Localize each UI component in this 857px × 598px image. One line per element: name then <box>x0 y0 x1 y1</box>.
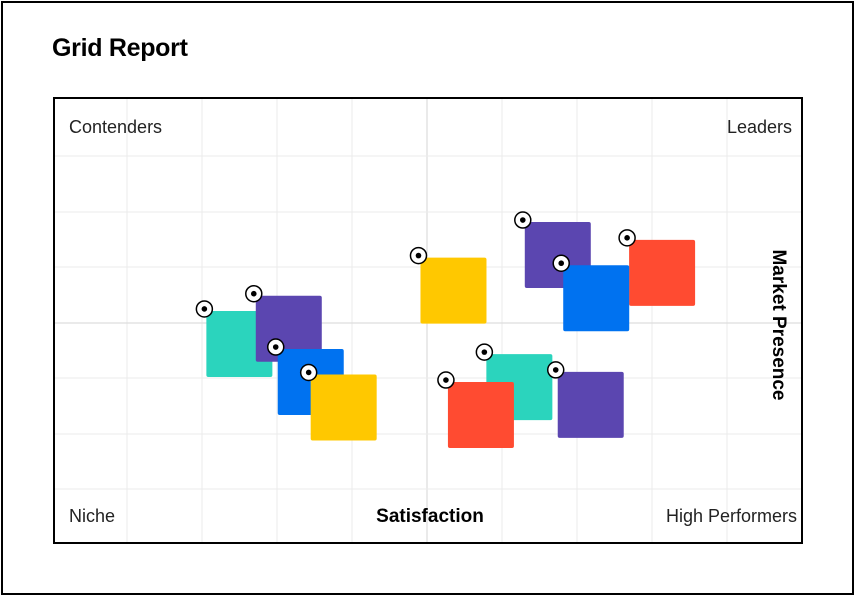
data-point <box>546 361 624 438</box>
chart-marks <box>195 211 696 449</box>
data-point <box>409 246 487 324</box>
quadrant-label-top-right: Leaders <box>727 117 792 137</box>
data-point <box>437 371 514 449</box>
data-point <box>618 229 696 306</box>
product-square <box>563 265 630 332</box>
marker-dot-icon <box>552 367 559 373</box>
product-square <box>557 371 624 438</box>
marker-dot-icon <box>624 235 630 241</box>
chart-svg: Contenders Leaders Niche High Performers… <box>55 99 801 542</box>
quadrant-label-top-left: Contenders <box>69 117 162 137</box>
marker-dot-icon <box>558 260 565 267</box>
marker-dot-icon <box>305 369 312 376</box>
data-point <box>299 363 377 441</box>
product-square <box>447 382 514 449</box>
marker-dot-icon <box>415 252 422 259</box>
grid-chart: Contenders Leaders Niche High Performers… <box>53 97 803 544</box>
x-axis-label: Satisfaction <box>376 506 484 527</box>
marker-dot-icon <box>519 217 526 223</box>
marker-dot-icon <box>201 306 208 312</box>
chart-grid <box>55 99 801 542</box>
product-square <box>310 374 377 441</box>
quadrant-label-bottom-left: Niche <box>69 506 115 526</box>
marker-dot-icon <box>481 349 488 355</box>
marker-dot-icon <box>250 290 257 297</box>
page-title: Grid Report <box>52 34 188 62</box>
product-square <box>420 257 487 324</box>
marker-dot-icon <box>443 377 449 383</box>
product-square <box>629 239 696 306</box>
data-point <box>552 254 630 332</box>
quadrant-label-bottom-right: High Performers <box>666 506 797 526</box>
y-axis-label: Market Presence <box>768 249 789 400</box>
marker-dot-icon <box>272 344 279 350</box>
